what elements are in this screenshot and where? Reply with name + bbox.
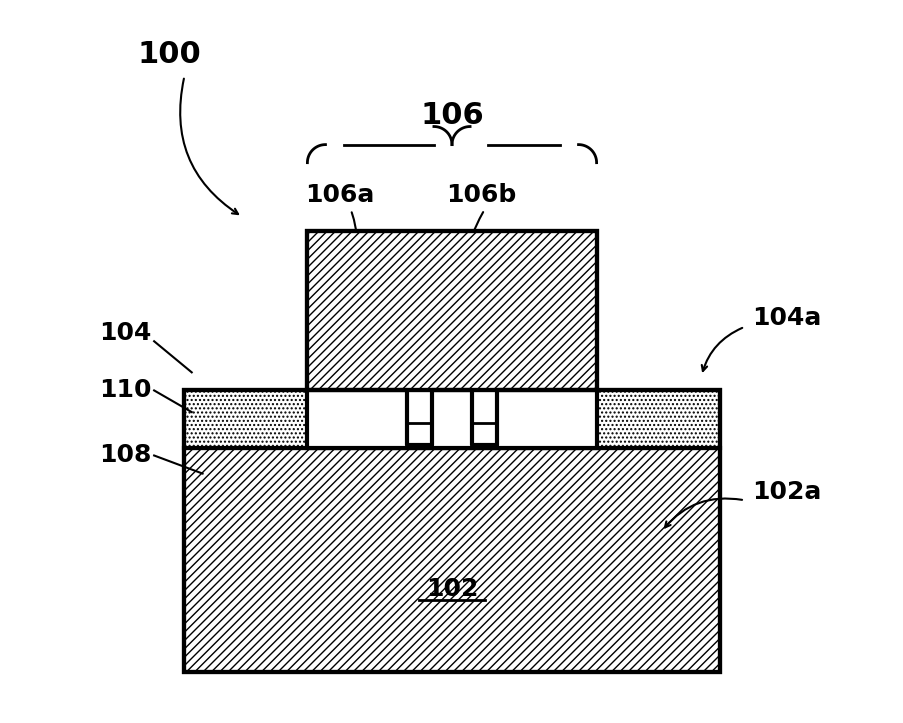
Text: 110: 110 [99,378,152,403]
Text: 108: 108 [99,443,152,468]
Bar [184,448,719,672]
Bar [471,423,497,448]
Bar [406,423,432,448]
Bar [307,390,596,448]
Text: 104a: 104a [751,306,821,330]
Bar [307,231,596,390]
Text: 102: 102 [425,577,478,602]
Text: 106b: 106b [445,183,516,208]
Bar [184,390,719,448]
Bar [307,231,596,448]
Text: 104: 104 [99,320,152,345]
Text: 100: 100 [137,40,201,69]
Bar [184,390,719,672]
Text: 102a: 102a [751,479,821,504]
Text: 106a: 106a [305,183,374,208]
Text: 106: 106 [420,101,483,130]
